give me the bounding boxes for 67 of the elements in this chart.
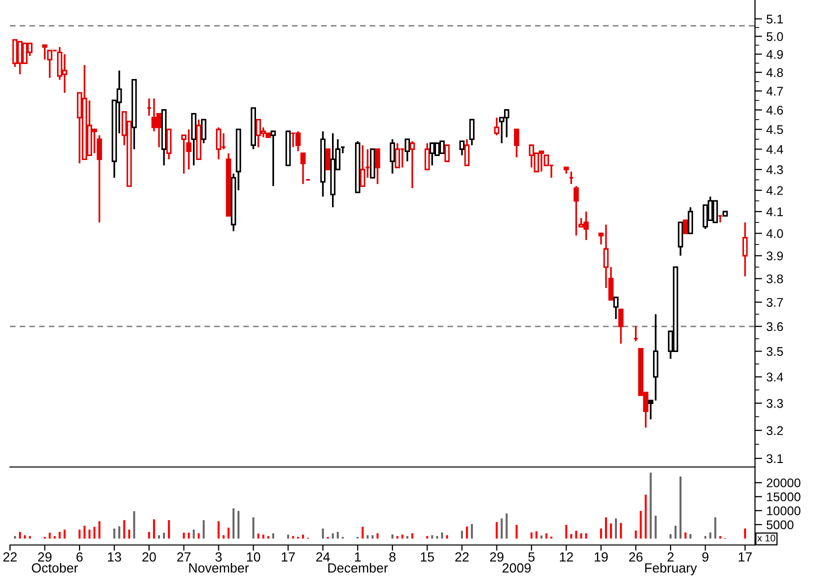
x-tick-label: 2 <box>668 552 674 562</box>
y-tick-label: 4.9 <box>766 50 783 59</box>
x-tick-label: 3 <box>215 552 222 562</box>
y-tick-label: 4.2 <box>766 186 783 195</box>
y-tick-label: 4.1 <box>766 207 783 216</box>
candlestick <box>300 152 306 185</box>
y-tick-label: 3.6 <box>766 322 783 332</box>
candlestick <box>47 50 52 79</box>
x-tick-label: 29 <box>38 552 52 562</box>
y-tick-label: 5000 <box>766 520 794 530</box>
x-tick-label: 1 <box>355 552 361 562</box>
x-tick-label: 8 <box>389 552 396 562</box>
y-tick-label: 4.3 <box>766 165 783 174</box>
candlestick <box>295 130 301 152</box>
y-tick-label: 3.3 <box>766 399 783 408</box>
x-tick-label: 26 <box>629 552 643 562</box>
x2-tick-label: October <box>32 562 78 573</box>
y-tick-label: 10000 <box>767 506 800 516</box>
y-tick-label: 4.4 <box>766 145 784 154</box>
x-tick-label: 13 <box>108 552 122 562</box>
y-tick-label: 3.5 <box>766 347 783 356</box>
x2-tick-label: 2009 <box>502 563 531 573</box>
x-tick-label: 15 <box>420 552 434 562</box>
y-tick-label: 4.5 <box>766 125 783 134</box>
x-tick-label: 22 <box>3 552 17 562</box>
x2-tick-label: November <box>189 562 249 573</box>
x-tick-label: 27 <box>177 552 191 562</box>
x-tick-label: 29 <box>490 552 504 562</box>
candlestick <box>325 148 330 170</box>
x-tick-label: 22 <box>455 552 469 562</box>
y-tick-label: 20000 <box>766 478 800 488</box>
y-tick-label: 3.7 <box>766 298 783 307</box>
x-tick-label: 17 <box>282 552 295 562</box>
y-tick-label: 4.8 <box>766 68 783 78</box>
candlestick <box>96 134 102 224</box>
y-tick-label: 3.4 <box>766 372 784 382</box>
x-tick-label: 6 <box>76 552 83 562</box>
candlestick <box>688 206 694 234</box>
candlestick <box>374 148 380 185</box>
candlestick <box>618 308 624 345</box>
x-tick-label: 17 <box>738 552 752 562</box>
y-tick-label: 4.6 <box>766 106 783 115</box>
candlestick <box>216 126 222 160</box>
candlestick <box>613 296 619 320</box>
candlestick <box>742 222 748 278</box>
y-tick-label: 4.0 <box>766 229 783 238</box>
y-tick-label: 4.7 <box>766 86 783 96</box>
y-tick-label: 3.9 <box>766 252 783 260</box>
x-tick-label: 19 <box>594 552 608 562</box>
x-tick-label: 5 <box>528 552 535 562</box>
candlestick <box>270 130 276 187</box>
y-tick-label: 3.8 <box>766 274 783 284</box>
x2-tick-label: December <box>328 562 388 573</box>
y-tick-label: 5.0 <box>766 32 783 41</box>
x-tick-label: 20 <box>142 552 156 562</box>
x2-tick-label: February <box>645 562 697 576</box>
text: x 10 <box>757 534 776 542</box>
x-tick-label: 24 <box>316 552 330 562</box>
y-tick-label: 15000 <box>767 492 800 502</box>
x-tick-label: 12 <box>560 552 573 562</box>
x-tick-label: 9 <box>702 552 708 562</box>
y-tick-label: 5.1 <box>766 14 783 24</box>
candlestick <box>514 128 520 158</box>
x-tick-label: 10 <box>247 552 260 562</box>
y-tick-label: 3.1 <box>766 454 783 464</box>
y-tick-label: 3.2 <box>766 426 783 436</box>
candlestick <box>682 219 688 234</box>
